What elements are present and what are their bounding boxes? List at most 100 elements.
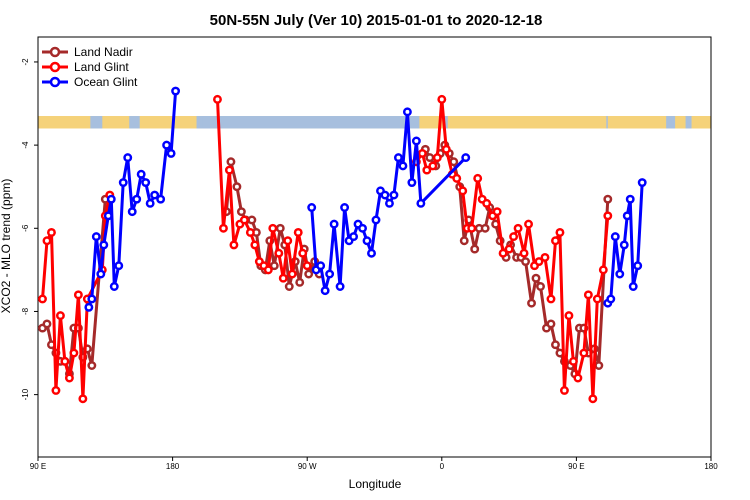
data-point-land-glint [513,223,523,233]
chart-title: 50N-55N July (Ver 10) 2015-01-01 to 2020… [210,12,543,29]
ocean-segment [129,116,140,129]
data-point-land-nadir [531,273,541,283]
data-point-ocean-glint [127,207,137,217]
data-point-land-glint [482,198,492,208]
data-point-ocean-glint [136,169,146,179]
data-point-land-glint [559,386,569,395]
data-point-ocean-glint [96,269,106,279]
data-point-land-nadir [546,319,556,329]
data-point-land-glint [278,273,288,283]
data-point-land-glint [60,356,70,366]
data-point-ocean-glint [637,178,647,187]
data-point-land-nadir [603,194,613,204]
legend-marker-land-glint [49,61,61,73]
plot-frame [37,36,712,458]
data-point-land-glint [263,265,273,275]
data-point-ocean-glint [99,240,109,250]
data-point-ocean-glint [371,215,381,225]
data-point-land-glint [592,294,602,304]
data-point-land-glint [64,373,74,383]
legend-item-ocean-glint: Ocean Glint [42,75,138,89]
data-point-land-glint [524,219,533,229]
data-point-ocean-glint [171,86,181,96]
data-point-land-glint [437,94,447,104]
land-segment [613,116,711,129]
data-point-land-glint [239,215,249,225]
data-point-land-glint [417,148,427,158]
data-point-ocean-glint [367,248,376,258]
data-point-land-glint [287,269,297,279]
data-point-land-glint [250,240,260,250]
data-point-land-glint [245,227,255,237]
data-point-land-glint [452,173,462,183]
data-point-land-glint [268,223,278,233]
x-axis-label: Longitude [349,477,402,491]
data-point-ocean-glint [402,107,412,117]
data-point-land-glint [603,211,613,221]
data-point-land-glint [583,290,593,300]
data-point-land-glint [47,227,56,237]
data-point-land-glint [555,227,565,237]
series-ocean-glint [84,86,647,312]
legend-label-ocean-glint: Ocean Glint [74,75,138,89]
data-point-land-nadir [527,298,536,308]
data-point-land-glint [298,248,308,258]
ocean-segment [685,116,692,129]
x-axis: 90 E 180 90 W 0 90 E 180 [30,457,718,471]
data-point-land-glint [467,223,477,233]
data-point-land-nadir [449,157,459,167]
data-point-ocean-glint [411,136,421,146]
data-point-ocean-glint [385,198,394,208]
legend-label-land-glint: Land Glint [74,60,129,74]
data-point-ocean-glint [145,198,155,208]
data-point-ocean-glint [380,190,390,200]
data-point-land-glint [573,373,583,383]
series-layer [38,86,647,404]
data-point-land-glint [42,236,52,246]
data-point-land-glint [224,165,234,175]
data-point-ocean-glint [103,211,113,221]
series-line-ocean-glint [310,110,467,293]
legend-item-land-glint: Land Glint [42,60,129,74]
data-point-ocean-glint [610,232,620,242]
data-point-land-glint [568,356,578,366]
data-point-land-glint [229,240,239,250]
data-point-land-nadir [470,244,480,254]
data-point-ocean-glint [162,140,172,150]
data-point-land-glint [458,186,468,196]
data-point-ocean-glint [114,261,124,271]
data-point-ocean-glint [123,153,133,163]
ocean-segment [90,116,103,129]
data-point-ocean-glint [349,232,359,242]
data-point-land-glint [588,394,598,404]
data-point-land-nadir [284,282,294,291]
data-point-land-nadir [480,223,490,233]
ocean-segment [202,116,420,129]
data-point-land-nadir [247,215,257,225]
data-point-ocean-glint [625,194,635,204]
plot-border [37,36,712,458]
y-axis: -2 -4 -6 -8 -10 [21,58,38,400]
data-point-ocean-glint [141,178,151,187]
data-point-ocean-glint [358,223,367,233]
data-point-land-glint [498,248,508,258]
data-point-ocean-glint [106,194,116,204]
data-point-ocean-glint [87,294,97,304]
data-point-land-glint [432,153,442,163]
data-point-ocean-glint [320,286,330,296]
data-point-land-glint [274,248,284,258]
data-point-land-nadir [87,361,97,370]
data-point-land-nadir [304,269,314,279]
data-point-ocean-glint [461,153,471,163]
data-point-land-glint [38,294,47,304]
data-point-ocean-glint [398,161,408,171]
data-point-ocean-glint [633,261,643,271]
x-tick-label: 90 E [30,462,46,471]
data-point-ocean-glint [606,294,616,304]
data-point-ocean-glint [407,178,417,187]
data-point-land-glint [422,165,432,175]
data-point-land-glint [441,144,451,154]
y-tick-label: -8 [21,307,30,315]
